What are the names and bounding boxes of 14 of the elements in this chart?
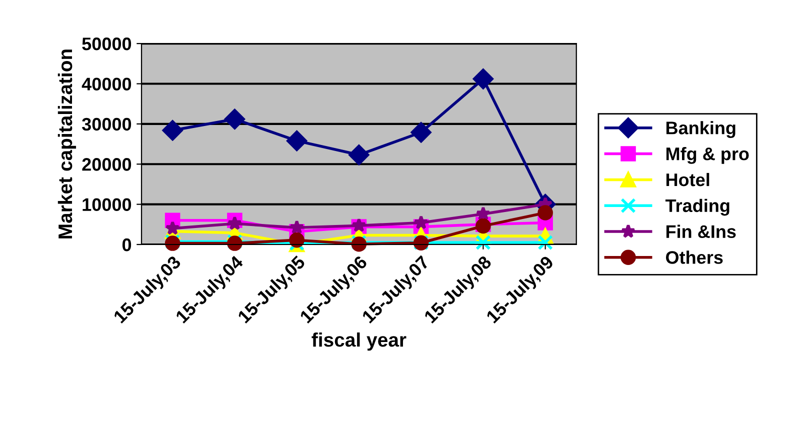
- y-axis-title: Market capitalization: [58, 50, 76, 238]
- y-tick-label: 50000: [82, 38, 132, 50]
- y-tick-label: 0: [122, 238, 132, 252]
- y-tick-label: 10000: [82, 198, 132, 212]
- y-tick-label: 40000: [82, 78, 132, 90]
- legend-label: Trading: [665, 198, 730, 216]
- y-tick-label: 30000: [82, 118, 132, 131]
- legend-label: Hotel: [666, 172, 710, 186]
- y-tick-label: 20000: [82, 158, 132, 171]
- legend-label: Fin &Ins: [666, 224, 736, 238]
- x-axis-title: fiscal year: [312, 332, 406, 351]
- legend-label: Banking: [666, 121, 736, 138]
- legend-label: Mfg & pro: [666, 147, 749, 164]
- legend-label: Others: [666, 250, 723, 264]
